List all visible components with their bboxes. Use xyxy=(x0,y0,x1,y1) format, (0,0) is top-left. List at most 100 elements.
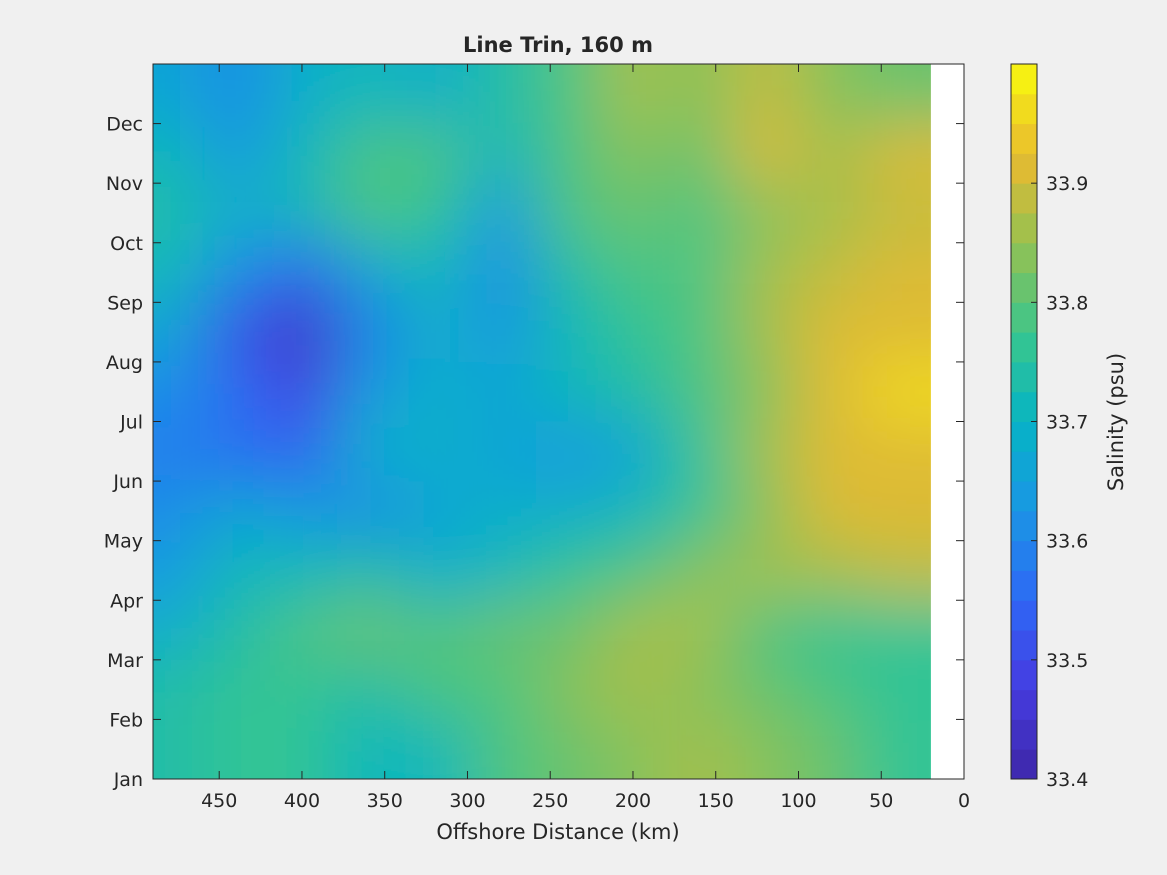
heatmap-cell xyxy=(798,123,865,184)
heatmap-cell xyxy=(401,659,468,720)
heatmap-cell xyxy=(202,183,269,243)
x-tick-label: 200 xyxy=(615,790,651,812)
colorbar-tick-label: 33.9 xyxy=(1046,173,1088,195)
heatmap-cell xyxy=(202,123,269,184)
heatmap-cell xyxy=(533,302,600,362)
heatmap-cell xyxy=(864,421,931,482)
x-tick-label: 300 xyxy=(449,790,485,812)
heatmap-cell xyxy=(732,600,799,660)
heatmap-cell xyxy=(467,600,534,660)
colorbar xyxy=(1010,63,1038,780)
heatmap-cell xyxy=(467,183,534,243)
heatmap-cell xyxy=(732,64,799,124)
heatmap-cell xyxy=(533,64,600,124)
heatmap-cell xyxy=(467,719,534,779)
heatmap-cell xyxy=(467,361,534,422)
heatmap-cell xyxy=(401,183,468,243)
heatmap-cell xyxy=(153,123,203,184)
heatmap-cell xyxy=(335,481,402,541)
heatmap-cell xyxy=(666,64,733,124)
colorbar-segment xyxy=(1011,272,1037,303)
colorbar-segment xyxy=(1011,659,1037,691)
heatmap-cell xyxy=(153,719,203,779)
y-tick-label: Jun xyxy=(112,471,143,493)
heatmap-cell xyxy=(599,600,667,660)
heatmap-cell xyxy=(599,302,667,362)
heatmap-cell xyxy=(401,481,468,541)
heatmap-cell xyxy=(666,183,733,243)
heatmap-cell xyxy=(599,123,667,184)
heatmap-cell xyxy=(202,600,269,660)
heatmap-cell xyxy=(732,242,799,303)
x-tick-label: 250 xyxy=(532,790,568,812)
heatmap-cell xyxy=(153,361,203,422)
colorbar-segment xyxy=(1011,481,1037,512)
heatmap-cell xyxy=(599,540,667,601)
heatmap-cell xyxy=(732,302,799,362)
heatmap-cell xyxy=(666,600,733,660)
heatmap-cell xyxy=(798,540,865,601)
heatmap-cell xyxy=(666,481,733,541)
heatmap-cell xyxy=(153,183,203,243)
heatmap-cell xyxy=(268,719,336,779)
heatmap-cell xyxy=(798,600,865,660)
heatmap-cell xyxy=(153,540,203,601)
heatmap-cell xyxy=(798,719,865,779)
heatmap-cell xyxy=(599,481,667,541)
chart-title: Line Trin, 160 m xyxy=(463,33,653,57)
heatmap-cell xyxy=(268,421,336,482)
y-tick-label: Jul xyxy=(119,412,143,434)
x-axis-label: Offshore Distance (km) xyxy=(436,820,679,844)
colorbar-segment xyxy=(1011,123,1037,154)
heatmap-cell xyxy=(335,123,402,184)
heatmap-cell xyxy=(864,540,931,601)
colorbar-segment xyxy=(1011,451,1037,482)
colorbar-tick-label: 33.4 xyxy=(1046,769,1088,791)
y-axis: Jan Feb Mar Apr May Jun Jul Aug Sep Oct Nov Dec xyxy=(104,114,964,791)
colorbar-segment xyxy=(1011,421,1037,452)
colorbar-segment xyxy=(1011,540,1037,571)
heatmap-cell xyxy=(467,540,534,601)
x-tick-label: 150 xyxy=(698,790,734,812)
colorbar-tick-label: 33.6 xyxy=(1046,531,1088,553)
heatmap-cell xyxy=(202,719,269,779)
heatmap-cell xyxy=(533,659,600,720)
heatmap-cell xyxy=(268,302,336,362)
colorbar-segment xyxy=(1011,570,1037,601)
heatmap-cell xyxy=(401,64,468,124)
heatmap-cell xyxy=(401,361,468,422)
heatmap-cell xyxy=(666,123,733,184)
heatmap-cell xyxy=(798,183,865,243)
heatmap-cell xyxy=(798,64,865,124)
heatmap-cell xyxy=(467,242,534,303)
heatmap-cell xyxy=(666,421,733,482)
heatmap-cell xyxy=(467,659,534,720)
heatmap-cell xyxy=(732,183,799,243)
heatmap-cell xyxy=(467,302,534,362)
y-tick-label: Mar xyxy=(107,650,143,672)
colorbar-segment xyxy=(1011,361,1037,393)
heatmap-cell xyxy=(864,183,931,243)
x-tick-label: 450 xyxy=(201,790,237,812)
colorbar-segment xyxy=(1011,183,1037,214)
y-tick-label: Apr xyxy=(110,590,143,612)
heatmap-cell xyxy=(401,540,468,601)
heatmap-cell xyxy=(335,421,402,482)
colorbar-segment xyxy=(1011,242,1037,274)
heatmap-cell xyxy=(864,123,931,184)
heatmap-cell xyxy=(732,421,799,482)
x-tick-label: 350 xyxy=(367,790,403,812)
x-tick-label: 50 xyxy=(869,790,893,812)
heatmap-cell xyxy=(533,600,600,660)
heatmap-cell xyxy=(268,361,336,422)
heatmap-cell xyxy=(732,719,799,779)
heatmap-cell xyxy=(864,64,931,124)
heatmap-cell xyxy=(202,361,269,422)
heatmap-cell xyxy=(864,719,931,779)
colorbar-segment xyxy=(1011,630,1037,661)
heatmap-cell xyxy=(268,540,336,601)
heatmap-cell xyxy=(153,659,203,720)
heatmap-cell xyxy=(153,600,203,660)
heatmap-cell xyxy=(533,719,600,779)
